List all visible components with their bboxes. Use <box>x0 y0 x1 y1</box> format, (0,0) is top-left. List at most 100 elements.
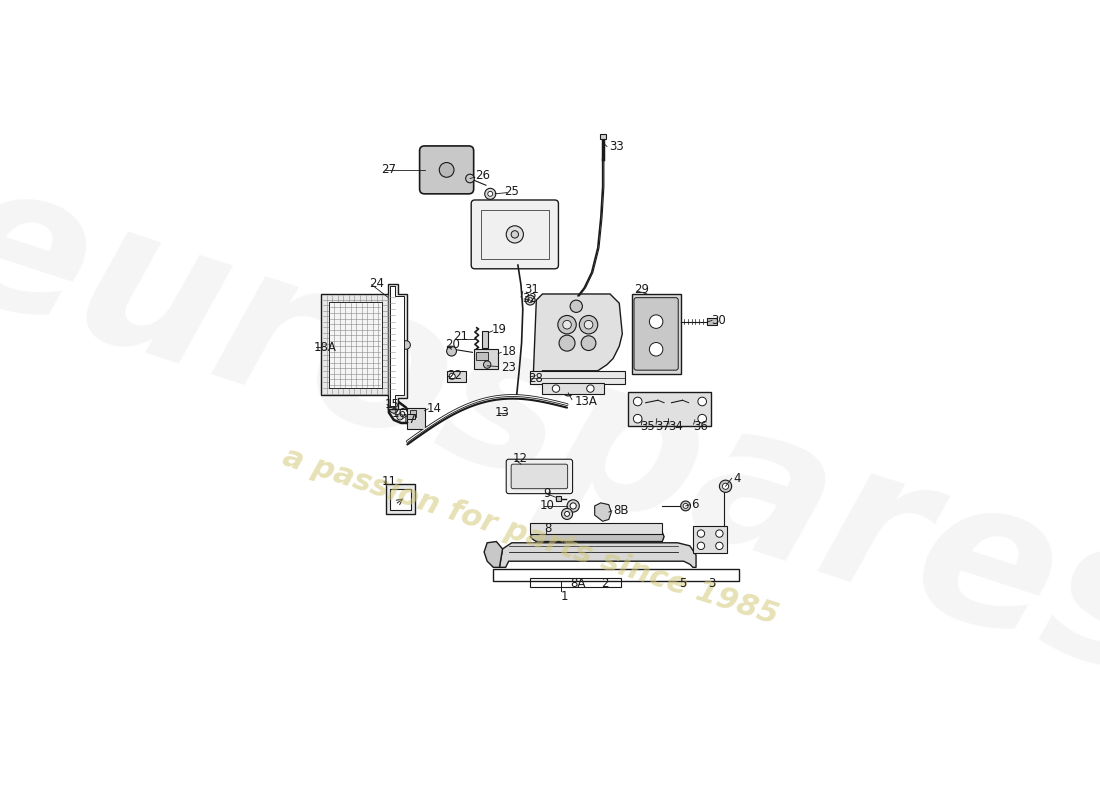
Text: 29: 29 <box>635 283 650 296</box>
Text: 18: 18 <box>502 345 516 358</box>
Text: 37: 37 <box>654 419 670 433</box>
Circle shape <box>512 230 518 238</box>
Circle shape <box>563 320 571 329</box>
Text: 30: 30 <box>711 314 726 327</box>
Circle shape <box>570 300 582 313</box>
Circle shape <box>634 397 642 406</box>
Text: eurospares: eurospares <box>0 142 1100 722</box>
FancyBboxPatch shape <box>506 459 573 494</box>
Polygon shape <box>387 283 407 409</box>
Circle shape <box>719 480 732 493</box>
Circle shape <box>566 500 580 512</box>
Text: 27: 27 <box>382 163 396 176</box>
FancyBboxPatch shape <box>471 200 559 269</box>
Bar <box>542 383 604 394</box>
Text: 33: 33 <box>608 140 624 153</box>
Bar <box>482 331 488 348</box>
Circle shape <box>449 374 455 379</box>
Circle shape <box>563 385 574 396</box>
Circle shape <box>697 530 705 538</box>
Text: 21: 21 <box>453 330 469 343</box>
Text: 20: 20 <box>446 338 460 351</box>
Circle shape <box>402 341 410 350</box>
Text: 24: 24 <box>370 277 384 290</box>
Circle shape <box>561 508 573 519</box>
Text: 26: 26 <box>475 169 490 182</box>
Bar <box>600 134 606 138</box>
Bar <box>628 392 712 426</box>
Circle shape <box>528 298 532 302</box>
Circle shape <box>697 414 706 423</box>
Circle shape <box>649 342 663 356</box>
Text: 4: 4 <box>733 472 740 485</box>
Bar <box>390 489 411 510</box>
Bar <box>407 408 425 429</box>
Polygon shape <box>499 542 696 567</box>
Text: 31: 31 <box>524 283 539 296</box>
Text: 28: 28 <box>528 372 542 385</box>
Text: 23: 23 <box>500 362 516 374</box>
Text: 1: 1 <box>561 590 569 603</box>
Circle shape <box>397 414 403 420</box>
Polygon shape <box>534 294 623 377</box>
Bar <box>329 302 382 388</box>
FancyBboxPatch shape <box>634 298 679 370</box>
Text: 17: 17 <box>402 414 416 426</box>
Circle shape <box>552 385 560 392</box>
Text: 6: 6 <box>691 498 698 511</box>
Circle shape <box>716 542 723 550</box>
Circle shape <box>565 388 571 393</box>
Circle shape <box>683 503 689 508</box>
Circle shape <box>447 346 456 356</box>
Text: 8: 8 <box>544 522 552 534</box>
Text: 34: 34 <box>669 419 683 433</box>
Circle shape <box>580 315 597 334</box>
Text: 16: 16 <box>392 407 407 420</box>
Circle shape <box>634 414 642 423</box>
Text: 15: 15 <box>385 398 399 411</box>
Bar <box>410 410 416 418</box>
Circle shape <box>649 315 663 328</box>
Bar <box>321 294 389 395</box>
Text: 10: 10 <box>540 499 554 513</box>
Text: a passion for parts since 1985: a passion for parts since 1985 <box>278 442 782 630</box>
FancyBboxPatch shape <box>419 146 474 194</box>
Bar <box>530 523 662 534</box>
Polygon shape <box>530 530 664 542</box>
Bar <box>476 352 488 360</box>
Polygon shape <box>595 503 612 522</box>
Bar <box>530 578 621 587</box>
Circle shape <box>526 295 535 305</box>
Text: 2: 2 <box>601 577 608 590</box>
Bar <box>707 318 717 326</box>
Bar <box>530 370 626 384</box>
Circle shape <box>558 315 576 334</box>
Circle shape <box>716 530 723 538</box>
Bar <box>474 350 498 369</box>
Text: 13: 13 <box>495 406 510 419</box>
Polygon shape <box>484 542 503 567</box>
Circle shape <box>506 226 524 243</box>
Bar <box>481 210 549 259</box>
Bar <box>329 302 382 388</box>
FancyBboxPatch shape <box>512 464 568 489</box>
Circle shape <box>681 501 691 511</box>
Circle shape <box>581 336 596 350</box>
Text: 14: 14 <box>427 402 442 415</box>
Bar <box>493 569 739 581</box>
Bar <box>448 370 465 382</box>
Text: 25: 25 <box>505 185 519 198</box>
Circle shape <box>584 320 593 329</box>
Text: 5: 5 <box>679 577 686 590</box>
Circle shape <box>465 174 474 182</box>
Circle shape <box>570 503 576 509</box>
Bar <box>407 414 415 418</box>
Text: 18A: 18A <box>314 341 337 354</box>
Text: 36: 36 <box>693 419 708 433</box>
Circle shape <box>389 405 398 413</box>
Text: 13A: 13A <box>574 395 597 408</box>
Circle shape <box>723 483 728 490</box>
Circle shape <box>586 385 594 392</box>
Circle shape <box>439 162 454 178</box>
Polygon shape <box>390 286 404 406</box>
